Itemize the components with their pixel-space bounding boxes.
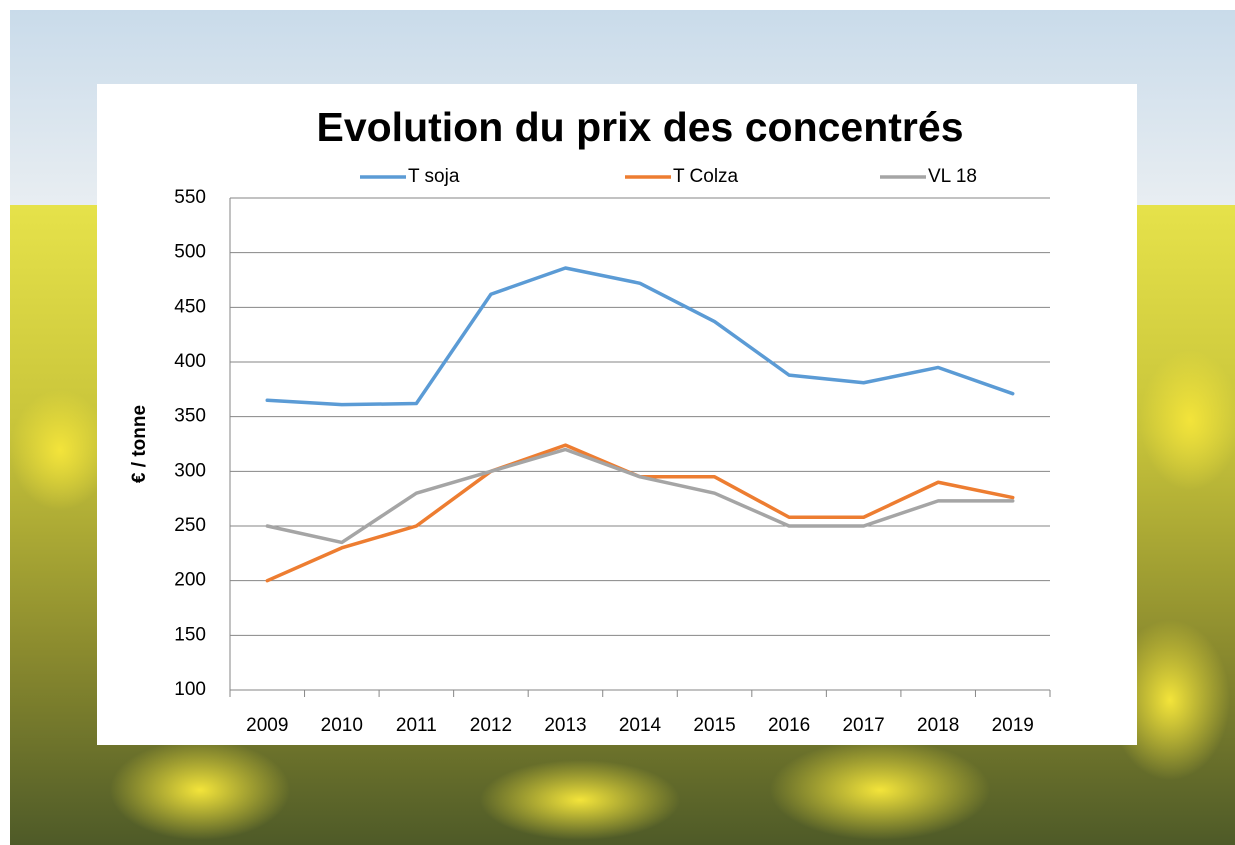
chart-title: Evolution du prix des concentrés — [316, 104, 963, 150]
legend-label: T soja — [408, 166, 460, 187]
y-tick-label: 100 — [174, 679, 206, 700]
y-tick-label: 500 — [174, 242, 206, 263]
y-tick-label: 250 — [174, 515, 206, 536]
x-tick-label: 2010 — [321, 715, 363, 736]
y-tick-label: 350 — [174, 406, 206, 427]
y-axis-label: € / tonne — [129, 405, 150, 483]
chart-area — [97, 84, 1137, 745]
y-tick-label: 400 — [174, 351, 206, 372]
x-tick-label: 2018 — [917, 715, 959, 736]
x-tick-label: 2015 — [693, 715, 735, 736]
legend-label: T Colza — [673, 166, 739, 187]
y-tick-label: 300 — [174, 460, 206, 481]
y-tick-label: 150 — [174, 624, 206, 645]
y-tick-label: 200 — [174, 570, 206, 591]
x-tick-label: 2012 — [470, 715, 512, 736]
x-tick-label: 2019 — [992, 715, 1034, 736]
x-tick-label: 2013 — [544, 715, 586, 736]
y-tick-label: 450 — [174, 296, 206, 317]
legend-label: VL 18 — [928, 166, 977, 187]
slide: Evolution du prix des concentrés € / ton… — [0, 0, 1235, 845]
x-tick-label: 2009 — [246, 715, 288, 736]
x-tick-label: 2017 — [842, 715, 884, 736]
x-tick-label: 2016 — [768, 715, 810, 736]
y-tick-label: 550 — [174, 187, 206, 208]
x-tick-label: 2014 — [619, 715, 662, 736]
x-tick-label: 2011 — [396, 715, 437, 736]
